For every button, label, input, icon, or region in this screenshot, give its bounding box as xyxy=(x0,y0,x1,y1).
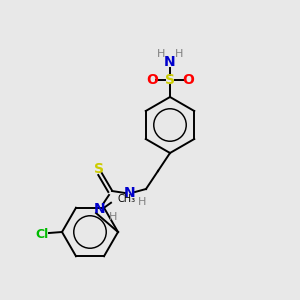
Text: O: O xyxy=(146,73,158,87)
Text: S: S xyxy=(165,73,175,87)
Text: S: S xyxy=(94,162,104,176)
Text: H: H xyxy=(157,49,165,59)
Text: N: N xyxy=(94,202,106,216)
Text: H: H xyxy=(138,197,146,207)
Text: N: N xyxy=(164,55,176,69)
Text: O: O xyxy=(182,73,194,87)
Text: Cl: Cl xyxy=(35,227,49,241)
Text: H: H xyxy=(175,49,183,59)
Text: CH₃: CH₃ xyxy=(118,194,136,204)
Text: H: H xyxy=(109,212,117,222)
Text: N: N xyxy=(124,186,136,200)
